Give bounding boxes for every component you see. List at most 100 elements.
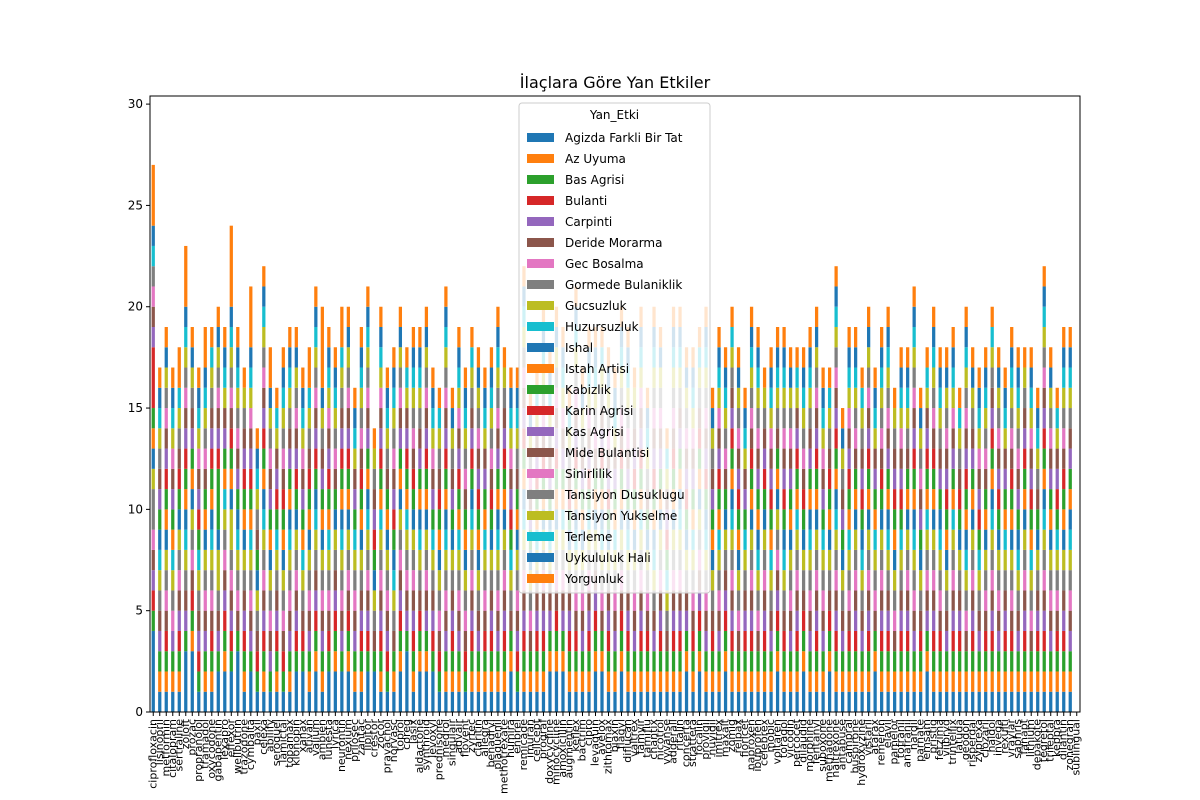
bar-segment bbox=[470, 428, 474, 449]
bar-segment bbox=[730, 509, 734, 530]
bar-segment bbox=[977, 387, 981, 409]
x-tick-label: biaxin bbox=[608, 719, 621, 752]
bar-segment bbox=[320, 428, 324, 449]
bar-segment bbox=[1036, 408, 1040, 429]
bar-segment bbox=[333, 610, 337, 631]
bar-segment bbox=[1049, 671, 1053, 692]
bar-segment bbox=[756, 549, 760, 571]
bar-segment bbox=[769, 529, 773, 550]
bar-segment bbox=[899, 408, 903, 429]
bar-segment bbox=[997, 428, 1001, 449]
bar-segment bbox=[372, 509, 376, 530]
bar-segment bbox=[1003, 468, 1007, 490]
bar-segment bbox=[515, 549, 520, 571]
bar-segment bbox=[736, 630, 741, 652]
bar-segment bbox=[346, 489, 350, 510]
bar-segment bbox=[236, 590, 240, 611]
bar-segment bbox=[808, 387, 812, 409]
bar-segment bbox=[450, 651, 455, 672]
bar-segment bbox=[691, 630, 695, 652]
bar-segment bbox=[899, 489, 903, 510]
bar-segment bbox=[977, 408, 981, 429]
bar-segment bbox=[938, 489, 942, 510]
bar-segment bbox=[340, 428, 344, 449]
x-tick-label: remeron bbox=[875, 719, 888, 766]
bar-segment bbox=[958, 610, 962, 631]
bar-segment bbox=[255, 590, 259, 611]
bar-segment bbox=[899, 630, 903, 652]
bar-segment bbox=[1016, 651, 1020, 672]
bar-segment bbox=[541, 651, 546, 672]
bar-segment bbox=[190, 327, 194, 348]
bar-segment bbox=[236, 529, 240, 550]
bar-segment bbox=[463, 468, 468, 490]
x-tick-label: buspirone bbox=[849, 719, 862, 774]
bar-segment bbox=[301, 651, 305, 672]
legend-swatch bbox=[527, 469, 554, 478]
bar-segment bbox=[216, 347, 220, 368]
bar-segment bbox=[821, 408, 825, 429]
bar-segment bbox=[496, 408, 500, 429]
bar-segment bbox=[496, 570, 500, 591]
bar-segment bbox=[164, 671, 168, 692]
bar-segment bbox=[769, 651, 773, 672]
bar-segment bbox=[613, 590, 617, 611]
bar-segment bbox=[736, 509, 741, 530]
bar-segment bbox=[626, 671, 630, 692]
bar-segment bbox=[867, 671, 871, 692]
bar-segment bbox=[880, 387, 884, 409]
x-tick-label: cipro bbox=[582, 719, 595, 746]
bar-segment bbox=[405, 570, 409, 591]
bar-segment bbox=[366, 509, 370, 530]
bar-segment bbox=[301, 570, 305, 591]
bar-segment bbox=[184, 408, 188, 429]
bar-segment bbox=[749, 448, 754, 469]
bar-segment bbox=[457, 408, 461, 429]
bar-segment bbox=[775, 428, 780, 449]
bar-segment bbox=[502, 630, 507, 652]
bar-segment bbox=[398, 489, 403, 510]
bar-segment bbox=[782, 630, 786, 652]
bar-segment bbox=[749, 489, 754, 510]
bar-segment bbox=[795, 549, 799, 571]
bar-segment bbox=[632, 590, 637, 611]
bar-segment bbox=[190, 610, 194, 631]
bar-segment bbox=[411, 367, 416, 388]
bar-segment bbox=[854, 367, 858, 388]
bar-segment bbox=[723, 651, 728, 672]
bar-segment bbox=[1003, 651, 1007, 672]
bar-segment bbox=[327, 671, 331, 712]
bar-segment bbox=[333, 590, 337, 611]
bar-segment bbox=[1049, 630, 1053, 652]
bar-segment bbox=[301, 448, 305, 469]
bar-segment bbox=[841, 630, 845, 652]
bar-segment bbox=[229, 306, 233, 327]
bar-segment bbox=[671, 671, 676, 692]
bar-segment bbox=[762, 549, 767, 571]
bar-segment bbox=[275, 448, 279, 469]
bar-segment bbox=[645, 691, 650, 712]
bar-segment bbox=[444, 408, 448, 429]
bar-segment bbox=[327, 408, 331, 429]
bar-segment bbox=[600, 630, 604, 652]
bar-segment bbox=[1003, 610, 1007, 631]
bar-segment bbox=[671, 691, 676, 712]
bar-segment bbox=[184, 590, 188, 611]
bar-segment bbox=[867, 630, 871, 652]
x-tick-label: parnate bbox=[914, 719, 927, 762]
bar-segment bbox=[795, 408, 799, 429]
bar-segment bbox=[340, 590, 344, 611]
bar-segment bbox=[281, 671, 285, 692]
x-tick-label: citalopram bbox=[166, 719, 179, 778]
bar-segment bbox=[366, 549, 370, 571]
bar-segment bbox=[301, 630, 305, 652]
bar-segment bbox=[958, 691, 962, 712]
bar-segment bbox=[535, 610, 539, 631]
bar-segment bbox=[723, 387, 728, 409]
bar-segment bbox=[971, 468, 975, 490]
bar-segment bbox=[945, 448, 949, 469]
bar-segment bbox=[476, 570, 481, 591]
bar-segment bbox=[158, 509, 162, 530]
bar-segment bbox=[483, 489, 487, 510]
bar-segment bbox=[1062, 367, 1066, 388]
